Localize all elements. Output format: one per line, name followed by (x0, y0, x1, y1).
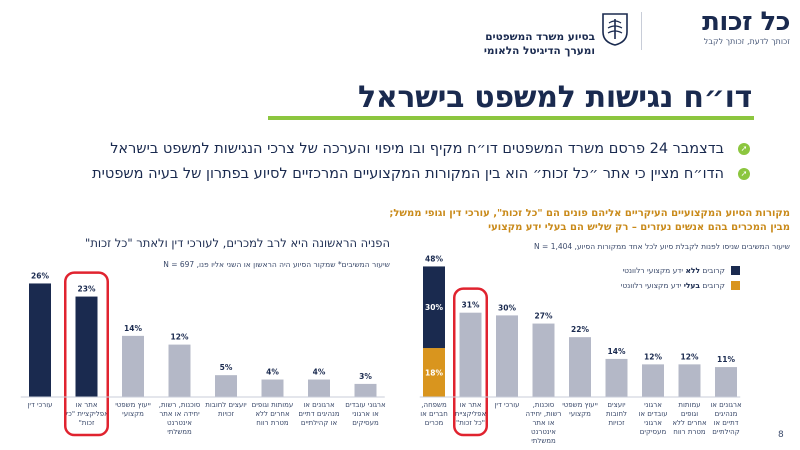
category-label: עמותות וגופים אחרים ללא מטרת רווח (672, 401, 707, 436)
category-label: אתר או אפליקציית "כל זכות" (455, 401, 487, 427)
bar (605, 358, 628, 397)
category-label: אתר או אפליקציית "כל זכות" (64, 401, 109, 427)
chart-legend: קרובים ללא ידע מקצועי רלוונטי קרובים בעל… (621, 266, 740, 296)
bar-value-label: 14% (124, 324, 142, 333)
right-chart-title-line-1: מקורות הסיוע המקצועיים העיקריים אליהם פו… (389, 208, 790, 219)
bar (496, 315, 518, 397)
legend-item-with-knowledge: קרובים בעלי ידע מקצועי רלוונטי (621, 281, 740, 290)
category-label: ארגוני עובדים או ארגוני מעסיקים (638, 401, 667, 436)
partner-line-1: בסיוע משרד המשפטים (485, 31, 595, 43)
bar-value-label: 31% (462, 301, 480, 310)
category-label: עורכי דין (494, 401, 519, 409)
partner-line-2: ומערך הדיגיטל הלאומי (483, 45, 595, 57)
bar-value-label: 30% (498, 303, 516, 312)
right-chart-subtitle: שיעור המשיבים שניסו לפנות לקבלת סיוע לכל… (534, 242, 790, 251)
page-title: דו״ח נגישות למשפט בישראל (358, 80, 752, 115)
legend-item-no-knowledge: קרובים ללא ידע מקצועי רלוונטי (621, 266, 740, 275)
bar (532, 323, 555, 397)
right-chart-title: מקורות הסיוע המקצועיים העיקריים אליהם פו… (389, 207, 790, 235)
bullet-text: בדצמבר 24 פרסם משרד המשפטים דו״ח מקיף וב… (110, 141, 724, 157)
category-label: סוכנות, רשות, יחידה או אתר אינטרנט ממשלתי (159, 401, 201, 436)
bar-value-label: 23% (78, 285, 96, 294)
bar (642, 364, 664, 397)
bar-value-label: 48% (425, 254, 443, 263)
bar (678, 364, 701, 397)
brand-name: כל זכות (702, 7, 790, 37)
bar-value-label: 14% (608, 347, 626, 356)
stacked-bar-segment (423, 266, 445, 349)
left-bar-chart: 26% עורכי דין 23% אתר או אפליקציית "כל זכות" 1… (20, 271, 386, 437)
category-label: יועצים לחובות זכויות (606, 401, 627, 427)
arrow-bullet-icon: ➚ (738, 168, 750, 180)
category-label: עורכי דין (27, 401, 52, 409)
bar (459, 312, 482, 397)
legend-label: קרובים בעלי ידע מקצועי רלוונטי (620, 281, 725, 290)
bar-value-label: 26% (31, 271, 49, 280)
category-label: ארגונים או מנהיגים דתיים או קהילתיים (710, 401, 742, 436)
state-emblem-icon (602, 13, 628, 46)
highlight-frame (453, 287, 488, 437)
right-chart-title-line-2: מבין המכרים בהם אנשים נעזרים – רק שליש ה… (488, 222, 790, 233)
bar-value-label: 12% (171, 333, 189, 342)
segment-value-label: 18% (425, 369, 443, 378)
bar-value-label: 22% (571, 325, 589, 334)
page-number: 8 (778, 430, 784, 440)
brand-tagline: זכותך לדעת, זכותך לקבל (703, 37, 790, 46)
bar-value-label: 27% (535, 312, 553, 321)
bar-value-label: 5% (220, 363, 233, 372)
bar (29, 283, 51, 397)
category-label: סוכנות, רשות, יחידה או אתר אינטרנט ממשלתי (526, 401, 562, 445)
legend-swatch-gold (731, 281, 740, 290)
bullet-item: ➚ בדצמבר 24 פרסם משרד המשפטים דו״ח מקיף … (110, 141, 750, 157)
title-underline (268, 116, 754, 120)
left-chart-subtitle: שיעור המשיבים* שמקור הסיוע היה הראשון או… (163, 260, 390, 269)
highlight-frame (64, 271, 109, 437)
segment-value-label: 30% (425, 303, 443, 312)
bullet-text: הדו״ח מציין כי אתר ״כל זכות״ הוא בין המק… (92, 166, 724, 182)
category-label: ארגונים או מנהיגים דתיים או קהילתיים (298, 401, 339, 427)
bar-value-label: 4% (313, 368, 326, 377)
bar (215, 375, 237, 397)
category-label: ארגוני עובדים או ארגוני מעסיקים (345, 401, 386, 427)
stacked-bar-segment (423, 348, 445, 397)
bar (354, 383, 377, 397)
arrow-bullet-icon: ➚ (738, 143, 750, 155)
logo-separator (641, 12, 642, 50)
bar (261, 379, 284, 397)
bar (75, 296, 98, 397)
legend-swatch-navy (731, 266, 740, 275)
bar (122, 335, 144, 397)
category-label: ייעוץ משפטי מקצועי (115, 401, 151, 418)
left-chart-title: הפניה הראשונה היא לרב למכרים, לעורכי דין… (85, 236, 390, 250)
bar-value-label: 12% (644, 352, 662, 361)
category-label: משפחה, חברים או מכרים (420, 401, 448, 427)
legend-label: קרובים ללא ידע מקצועי רלוונטי (622, 266, 725, 275)
category-label: ייעוץ משפטי מקצועי (562, 401, 598, 418)
partner-logo: בסיוע משרד המשפטים ומערך הדיגיטל הלאומי (420, 30, 595, 58)
bullet-item: ➚ הדו״ח מציין כי אתר ״כל זכות״ הוא בין ה… (92, 166, 750, 182)
bar (715, 367, 737, 397)
kol-zchut-logo[interactable]: כל זכות זכותך לדעת, זכותך לקבל (640, 8, 790, 46)
category-label: יועצים לחובות זכויות (205, 401, 247, 418)
category-label: עמותות וגופים אחרים ללא מטרת רווח (252, 401, 294, 427)
bar-value-label: 12% (681, 352, 699, 361)
bar-value-label: 3% (359, 372, 372, 381)
right-bar-chart: 18% 30% 48% משפחה, חברים או מכרים 31% אתר או אפל… (419, 254, 742, 445)
bar (308, 379, 330, 397)
bar-value-label: 11% (717, 355, 735, 364)
bar (569, 337, 591, 397)
bar (168, 344, 191, 397)
bar-value-label: 4% (266, 368, 279, 377)
